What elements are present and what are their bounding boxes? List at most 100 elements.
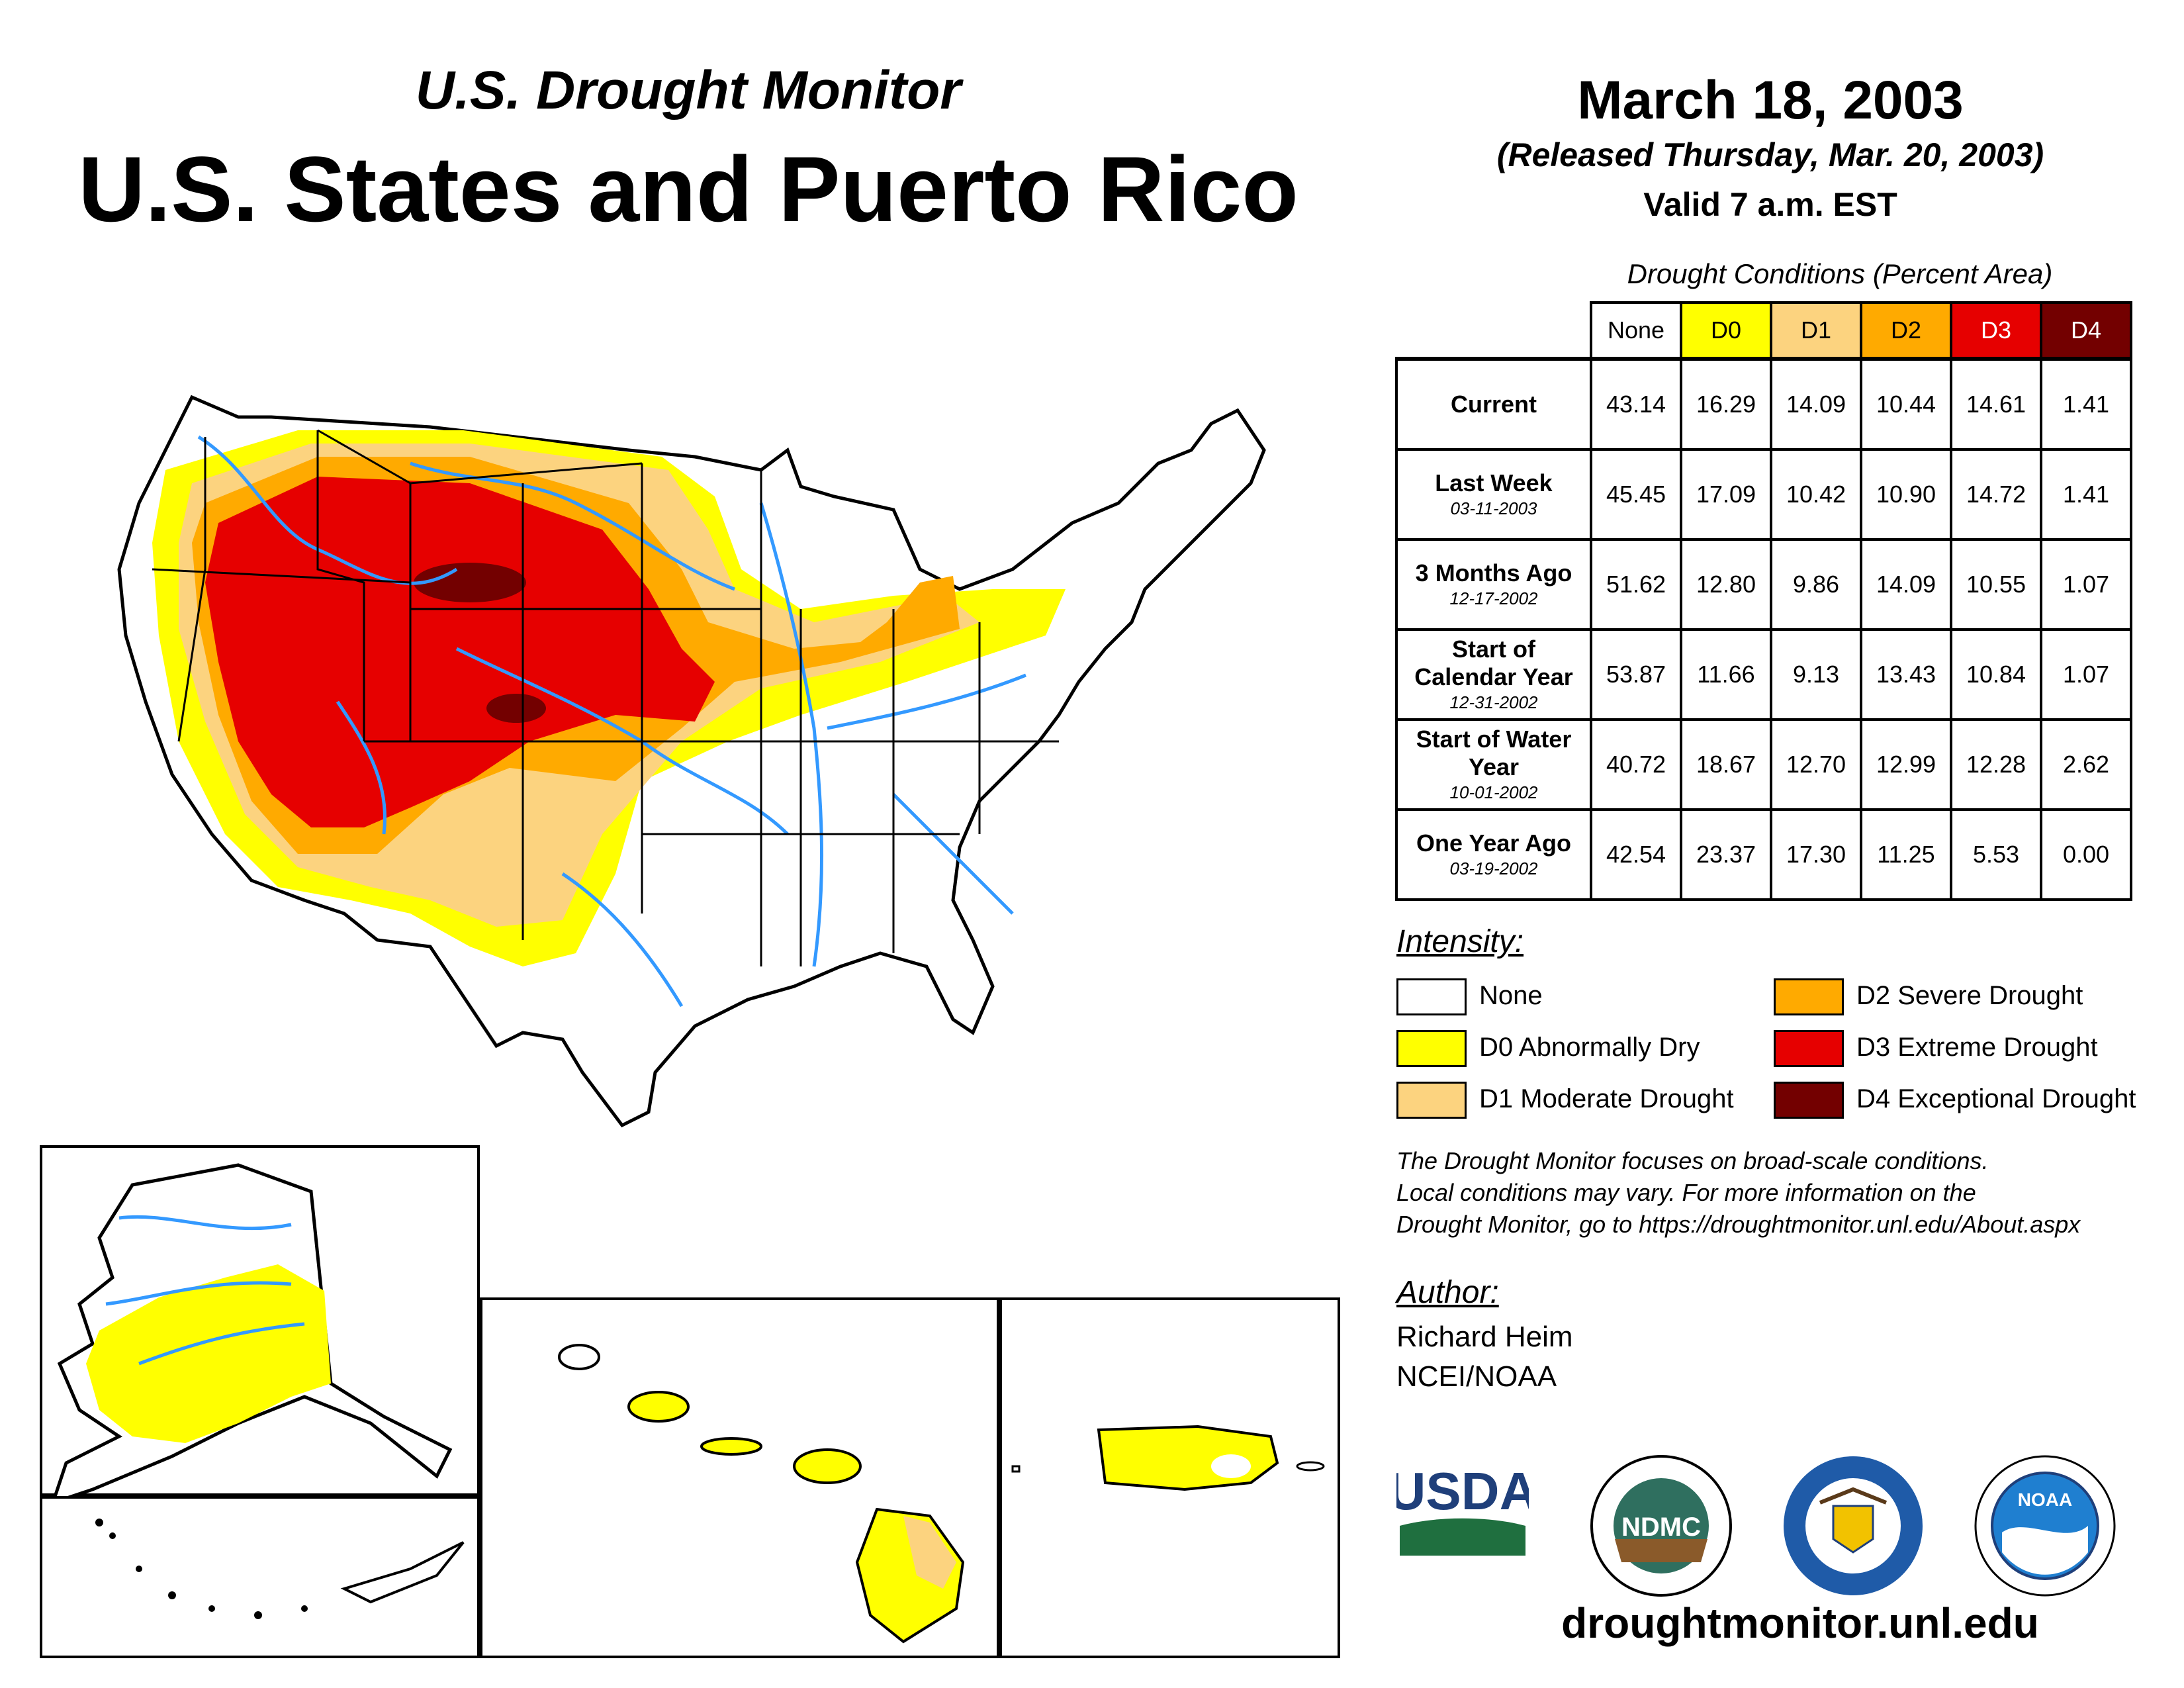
big-island-d1 (903, 1516, 956, 1589)
table-cell: 12.70 (1770, 718, 1862, 811)
release-date: (Released Thursday, Mar. 20, 2003) (1496, 136, 2044, 173)
legend-heading: Intensity: (1396, 924, 1524, 959)
puerto-rico-inset (999, 1297, 1340, 1658)
drought-stats-table: None D0 D1 D2 D3 D4 Current 43.14 16.29 14.… (1395, 301, 2132, 901)
table-cell: 14.09 (1860, 538, 1952, 631)
ndmc-logo: NDMC (1590, 1455, 1732, 1597)
commerce-seal (1784, 1456, 1923, 1595)
row-label-text: Current (1450, 391, 1537, 418)
map-subtitle: U.S. Drought Monitor (415, 60, 962, 120)
legend-swatch (1396, 1082, 1467, 1119)
table-cell: 17.30 (1770, 808, 1862, 901)
hawaii-inset (480, 1297, 999, 1658)
legend-label: D1 Moderate Drought (1479, 1084, 1734, 1113)
maui-island (793, 1448, 862, 1484)
legend-swatch (1774, 1030, 1844, 1067)
col-header-d0: D0 (1680, 301, 1772, 360)
legend-label: D0 Abnormally Dry (1479, 1033, 1700, 1062)
d4-region-colorado (486, 694, 546, 723)
table-row: Last Week 03-11-2003 45.45 17.09 10.42 10.90 1… (1395, 448, 2132, 541)
col-header-d2: D2 (1860, 301, 1952, 360)
ndmc-logo-text: NDMC (1621, 1513, 1701, 1542)
table-cell: 12.28 (1950, 718, 2042, 811)
row-label: 3 Months Ago 12-17-2002 (1395, 538, 1592, 631)
table-cell: 11.66 (1680, 628, 1772, 721)
note-line-2: Local conditions may vary. For more info… (1396, 1179, 1976, 1206)
row-label: Last Week 03-11-2003 (1395, 448, 1592, 541)
note-line-1: The Drought Monitor focuses on broad-sca… (1396, 1147, 1989, 1174)
author-heading: Author: (1396, 1275, 1499, 1310)
table-cell: 2.62 (2040, 718, 2132, 811)
kauai-island (558, 1344, 600, 1370)
table-cell: 12.99 (1860, 718, 1952, 811)
table-cell: 10.84 (1950, 628, 2042, 721)
alaska-d0-region (86, 1264, 331, 1443)
table-cell: 13.43 (1860, 628, 1952, 721)
table-cell: 40.72 (1590, 718, 1682, 811)
legend-swatch (1774, 1082, 1844, 1119)
map-title: U.S. States and Puerto Rico (78, 137, 1298, 241)
table-row: Start of Calendar Year 12-31-2002 53.87 11.… (1395, 628, 2132, 721)
table-row: One Year Ago 03-19-2002 42.54 23.37 17.30 11.… (1395, 808, 2132, 901)
table-cell: 45.45 (1590, 448, 1682, 541)
row-label-text: Start of Calendar Year (1414, 635, 1573, 690)
row-label-text: Start of Water Year (1416, 726, 1572, 780)
row-label: One Year Ago 03-19-2002 (1395, 808, 1592, 901)
legend-swatch (1396, 978, 1467, 1015)
table-cell: 10.55 (1950, 538, 2042, 631)
table-cell: 17.09 (1680, 448, 1772, 541)
table-cell: 16.29 (1680, 357, 1772, 451)
row-date: 12-17-2002 (1449, 588, 1538, 608)
map-date: March 18, 2003 (1577, 70, 1964, 130)
author-name: Richard Heim (1396, 1321, 1573, 1353)
alaska-inset (40, 1145, 480, 1496)
table-cell: 1.07 (2040, 628, 2132, 721)
row-label-text: One Year Ago (1416, 829, 1572, 857)
table-cell: 12.80 (1680, 538, 1772, 631)
table-cell: 14.72 (1950, 448, 2042, 541)
table-header-row: None D0 D1 D2 D3 D4 (1396, 301, 2132, 360)
molokai-island (700, 1437, 762, 1456)
row-date: 10-01-2002 (1449, 782, 1538, 802)
table-cell: 1.41 (2040, 448, 2132, 541)
disclaimer-note: The Drought Monitor focuses on broad-sca… (1396, 1145, 2158, 1241)
table-cell: 10.44 (1860, 357, 1952, 451)
table-caption: Drought Conditions (Percent Area) (1627, 258, 2053, 289)
table-cell: 11.25 (1860, 808, 1952, 901)
legend-label: D4 Exceptional Drought (1856, 1084, 2136, 1113)
legend-label: None (1479, 981, 1543, 1010)
table-cell: 10.90 (1860, 448, 1952, 541)
row-date: 03-11-2003 (1450, 498, 1537, 518)
col-header-d3: D3 (1950, 301, 2042, 360)
col-header-d4: D4 (2040, 301, 2132, 360)
puerto-rico-outline (1097, 1425, 1279, 1491)
row-label: Start of Water Year 10-01-2002 (1395, 718, 1592, 811)
table-cell: 1.41 (2040, 357, 2132, 451)
table-cell: 5.53 (1950, 808, 2042, 901)
col-header-none: None (1590, 301, 1682, 360)
table-row: 3 Months Ago 12-17-2002 51.62 12.80 9.86 14.0… (1395, 538, 2132, 631)
legend-label: D3 Extreme Drought (1856, 1033, 2098, 1062)
legend-swatch (1396, 1030, 1467, 1067)
row-label: Current (1395, 357, 1592, 451)
oahu-island (627, 1391, 690, 1423)
aleutian-inset (40, 1496, 480, 1658)
table-cell: 14.09 (1770, 357, 1862, 451)
table-cell: 9.86 (1770, 538, 1862, 631)
author-org: NCEI/NOAA (1396, 1360, 1557, 1393)
noaa-logo-text: NOAA (2018, 1489, 2072, 1510)
row-date: 03-19-2002 (1449, 859, 1538, 878)
table-cell: 10.42 (1770, 448, 1862, 541)
table-cell: 9.13 (1770, 628, 1862, 721)
site-url: droughtmonitor.unl.edu (1561, 1599, 2039, 1647)
table-cell: 0.00 (2040, 808, 2132, 901)
legend-label: D2 Severe Drought (1856, 981, 2083, 1010)
table-cell: 43.14 (1590, 357, 1682, 451)
row-label-text: Last Week (1435, 469, 1553, 496)
table-row: Start of Water Year 10-01-2002 40.72 18.67 1… (1395, 718, 2132, 811)
valid-time: Valid 7 a.m. EST (1643, 186, 1897, 223)
row-label: Start of Calendar Year 12-31-2002 (1395, 628, 1592, 721)
alaska-rivers (105, 1215, 305, 1366)
row-label-text: 3 Months Ago (1415, 559, 1572, 586)
table-cell: 42.54 (1590, 808, 1682, 901)
